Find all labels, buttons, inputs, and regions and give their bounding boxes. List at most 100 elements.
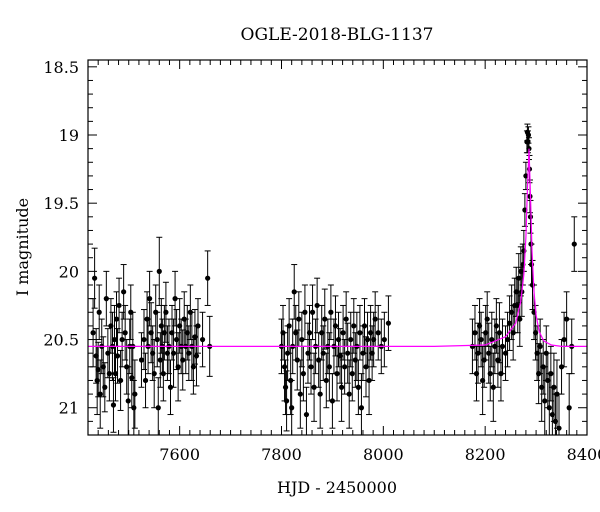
data-point	[131, 405, 137, 411]
data-point	[543, 350, 549, 356]
model-curve	[88, 148, 587, 347]
data-point	[476, 323, 483, 329]
data-point	[90, 330, 96, 336]
data-point	[125, 398, 131, 404]
data-point	[93, 353, 99, 359]
data-point	[97, 391, 103, 397]
data-point	[299, 336, 305, 343]
data-point	[193, 353, 200, 359]
x-tick-label: 8200	[465, 445, 506, 464]
data-point	[308, 364, 314, 370]
data-point	[375, 330, 381, 336]
data-point	[141, 336, 147, 343]
y-tick-label: 20	[59, 262, 79, 281]
data-point	[358, 405, 365, 411]
data-point	[337, 353, 343, 359]
data-point	[516, 275, 522, 281]
data-point	[153, 309, 159, 315]
data-point	[475, 350, 481, 356]
data-point	[499, 343, 506, 349]
data-point	[119, 336, 125, 343]
data-point	[319, 330, 325, 336]
data-point	[338, 384, 345, 390]
x-axis-label: HJD - 2450000	[277, 478, 397, 497]
data-point	[302, 309, 308, 315]
data-point	[190, 364, 197, 370]
data-point	[110, 402, 117, 408]
data-point	[121, 289, 127, 295]
data-point	[283, 398, 290, 404]
data-point	[172, 296, 178, 302]
data-point	[138, 357, 145, 363]
data-point	[352, 357, 358, 363]
data-point	[154, 336, 160, 343]
data-point	[170, 350, 177, 356]
data-point	[117, 377, 124, 384]
data-point	[128, 309, 134, 315]
data-point	[161, 330, 167, 336]
data-point	[323, 377, 329, 384]
data-point	[320, 350, 326, 356]
data-point	[163, 309, 169, 315]
data-point	[144, 316, 150, 322]
data-point	[155, 405, 161, 411]
data-point	[532, 330, 539, 336]
data-point	[534, 350, 540, 356]
data-point	[306, 330, 313, 336]
data-point	[150, 350, 156, 356]
data-point	[364, 336, 371, 343]
data-point	[334, 371, 340, 377]
data-point	[314, 302, 320, 309]
data-point	[509, 309, 515, 315]
data-point	[164, 350, 171, 356]
data-point	[105, 350, 111, 356]
data-point	[156, 268, 162, 274]
data-point	[300, 371, 306, 377]
chart-title: OGLE-2018-BLG-1137	[241, 25, 434, 45]
y-tick-label: 18.5	[43, 58, 79, 77]
data-point	[281, 364, 288, 370]
data-point	[551, 384, 557, 390]
data-point	[296, 316, 302, 322]
data-point	[367, 330, 374, 336]
data-point	[493, 323, 499, 329]
y-axis-label: I magnitude	[13, 198, 32, 296]
data-point	[556, 425, 562, 431]
data-point	[546, 405, 552, 411]
data-point	[473, 371, 480, 377]
data-point	[523, 173, 529, 179]
data-point	[361, 323, 368, 329]
data-point	[180, 357, 186, 363]
data-point	[157, 357, 163, 363]
data-point	[480, 377, 486, 384]
x-tick-label: 7800	[261, 445, 302, 464]
data-point	[102, 384, 108, 390]
data-point	[343, 316, 349, 322]
data-point	[554, 391, 560, 397]
data-point	[108, 323, 114, 329]
data-point	[371, 336, 377, 343]
data-point	[181, 316, 187, 322]
data-point	[192, 334, 198, 340]
data-point	[495, 357, 501, 363]
data-point	[175, 364, 181, 370]
data-point	[142, 377, 149, 384]
data-point	[122, 330, 128, 336]
data-point	[502, 350, 509, 356]
data-point	[106, 371, 112, 377]
data-point	[518, 268, 524, 274]
data-point	[517, 316, 523, 322]
data-point	[469, 343, 476, 349]
data-point	[498, 371, 504, 377]
data-point	[504, 336, 511, 343]
data-point	[548, 371, 554, 377]
data-point	[369, 350, 375, 356]
data-point	[332, 323, 339, 329]
data-point	[539, 384, 545, 390]
data-point	[113, 316, 120, 322]
data-point	[496, 330, 503, 336]
data-point	[558, 364, 565, 370]
data-point	[103, 296, 109, 302]
data-point	[114, 353, 121, 359]
